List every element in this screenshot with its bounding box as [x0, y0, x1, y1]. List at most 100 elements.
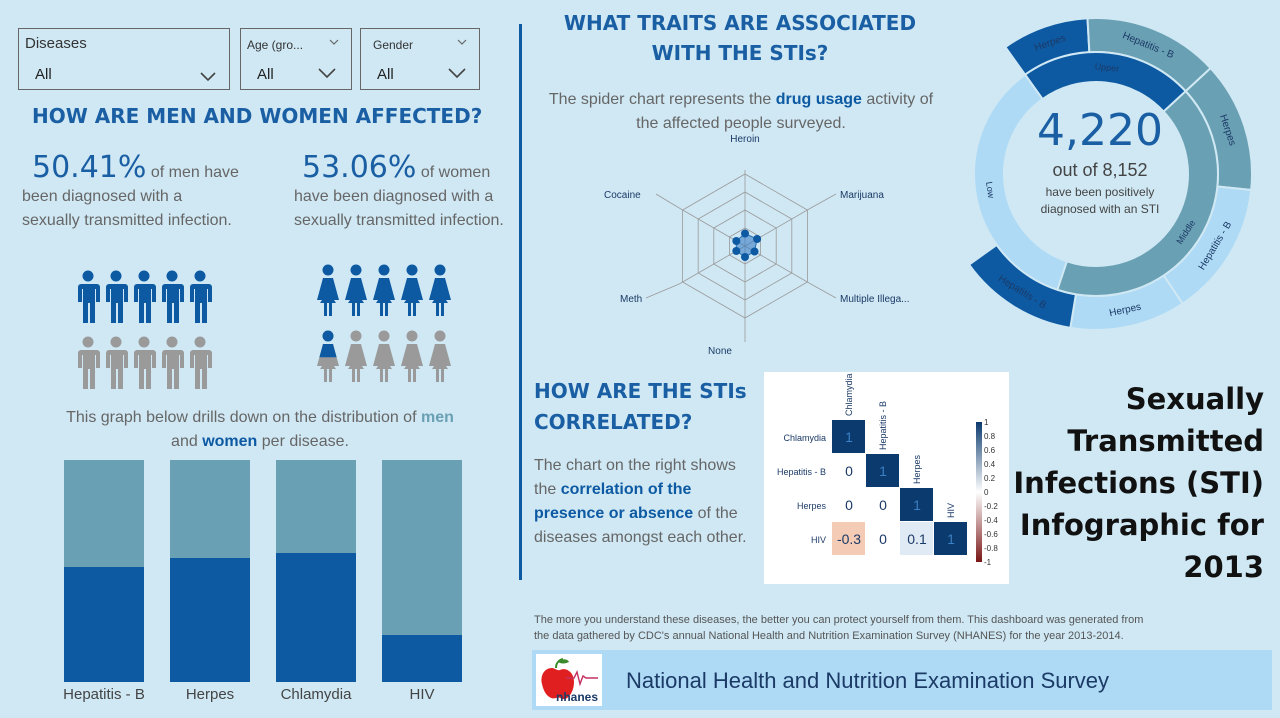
heatmap-scale-tick: 0.8 [984, 432, 996, 441]
heatmap-col-label: Chlamydia [844, 373, 854, 416]
radar-point[interactable] [732, 247, 741, 255]
women-percent: 53.06% [302, 150, 417, 185]
radar-axis-label: Meth [620, 294, 642, 305]
traits-heading-line-2: WITH THE STIs? [651, 41, 829, 65]
chevron-down-small-icon[interactable] [329, 39, 339, 46]
heatmap-cell-value: 1 [845, 429, 853, 445]
bar-chlamydia[interactable] [276, 460, 356, 682]
heatmap-scale-tick: 1 [984, 418, 989, 427]
heatmap-cell-value: 1 [947, 531, 955, 547]
man-icon [106, 336, 128, 389]
heatmap-cell[interactable] [832, 420, 865, 453]
bar-herpes[interactable] [170, 460, 250, 682]
traits-desc-3: the affected people surveyed. [636, 115, 846, 132]
bar-hiv[interactable] [382, 460, 462, 682]
heatmap-cell[interactable] [900, 488, 933, 521]
drill-down-text: This graph below drills down on the dist… [0, 406, 520, 454]
radar-axis-label: Heroin [730, 134, 759, 145]
correlation-heatmap: Chlamydia Chlamydia Hepatitis - B Hepatitis… [777, 373, 998, 567]
heatmap-cell[interactable] [866, 454, 899, 487]
heatmap-cell[interactable] [832, 454, 865, 487]
men-text-1: of men have [150, 164, 239, 181]
traits-description: The spider chart represents the drug usa… [526, 88, 956, 136]
heatmap-cell[interactable] [900, 522, 933, 555]
heatmap-cell-value: -0.3 [837, 531, 861, 547]
radar-point[interactable] [741, 253, 749, 261]
nhanes-banner[interactable]: nhanes National Health and Nutrition Exa… [532, 650, 1272, 710]
radar-leader [655, 193, 680, 209]
age-slicer-label: Age (gro... [247, 38, 304, 52]
heatmap-row-label: Hepatitis - B [777, 467, 826, 477]
man-icon [162, 270, 184, 323]
correlation-heading: HOW ARE THE STIs CORRELATED? [534, 376, 747, 438]
heatmap-cell-value: 1 [913, 497, 921, 513]
nhanes-logo: nhanes [536, 654, 602, 706]
woman-icon [401, 264, 423, 316]
woman-icon [429, 264, 451, 316]
drill-text-1: This graph below drills down on the dist… [66, 409, 417, 426]
correlation-heading-line-2: CORRELATED? [534, 410, 693, 434]
men-stat: 50.41% of men have been diagnosed with a… [22, 150, 282, 233]
man-icon [78, 270, 100, 323]
drill-men: men [420, 409, 454, 426]
radar-leader [810, 193, 837, 209]
gender-slicer[interactable]: Gender All [360, 28, 480, 90]
title-line-1: Sexually [1125, 382, 1264, 416]
heatmap-cell[interactable] [832, 488, 865, 521]
corr-desc-2: the [534, 481, 557, 498]
radar-axis-label: None [708, 346, 732, 357]
age-slicer[interactable]: Age (gro... All [240, 28, 352, 90]
radar-point[interactable] [741, 229, 749, 238]
bar-women-segment[interactable] [382, 635, 462, 682]
bar-women-segment[interactable] [64, 566, 144, 682]
correlation-heading-line-1: HOW ARE THE STIs [534, 379, 747, 403]
diseases-slicer[interactable]: Diseases All [18, 28, 230, 90]
men-percent: 50.41% [32, 150, 147, 185]
heatmap-col-label: Herpes [912, 454, 922, 484]
chevron-down-icon[interactable] [199, 71, 217, 83]
correlation-description: The chart on the right shows the correla… [534, 454, 760, 550]
radar-leader [645, 283, 680, 299]
bar-women-segment[interactable] [170, 557, 250, 682]
women-stat: 53.06% of women have been diagnosed with… [294, 150, 518, 233]
footer-line-1: The more you understand these diseases, … [534, 614, 1144, 626]
nhanes-logo-text: nhanes [556, 690, 598, 704]
man-icon [106, 270, 128, 323]
heatmap-cell[interactable] [934, 522, 967, 555]
footer-line-2: the data gathered by CDC's annual Nation… [534, 630, 1124, 642]
corr-desc-4: diseases amongst each other. [534, 529, 747, 546]
heatmap-scale-tick: 0 [984, 488, 989, 497]
bar-category-label: HIV [409, 686, 435, 703]
donut-line-2: diagnosed with an STI [1040, 202, 1160, 216]
man-icon [134, 270, 156, 323]
infographic-title: Sexually Transmitted Infections (STI) In… [1004, 378, 1264, 588]
chevron-down-icon[interactable] [317, 67, 337, 80]
chevron-down-small-icon[interactable] [457, 39, 467, 46]
corr-desc-1: The chart on the right shows [534, 457, 736, 474]
women-icon-grid [317, 264, 451, 382]
diseases-slicer-label: Diseases [25, 35, 87, 52]
drill-women: women [202, 433, 258, 450]
radar-point[interactable] [750, 247, 759, 256]
heatmap-row-label: HIV [811, 535, 826, 545]
chevron-down-icon[interactable] [447, 67, 467, 80]
diseases-slicer-value: All [35, 66, 52, 83]
donut-big-number: 4,220 [1037, 105, 1163, 156]
donut-inner-segment[interactable] [973, 73, 1069, 291]
men-women-heading: HOW ARE MEN AND WOMEN AFFECTED? [32, 104, 483, 128]
radar-point[interactable] [753, 235, 762, 243]
men-text-2: been diagnosed with a [22, 188, 183, 205]
man-icon [162, 336, 184, 389]
heatmap-cell[interactable] [866, 488, 899, 521]
gender-slicer-label: Gender [373, 38, 414, 52]
heatmap-cell[interactable] [866, 522, 899, 555]
heatmap-scale-tick: -0.8 [984, 544, 998, 553]
title-line-4: Infographic for [1019, 508, 1264, 542]
bar-women-segment[interactable] [276, 553, 356, 682]
radar-point[interactable] [732, 237, 741, 245]
women-text-3: sexually transmitted infection. [294, 212, 504, 229]
traits-desc-1: The spider chart represents the [548, 91, 772, 108]
bar-hepatitis-b[interactable] [64, 460, 144, 682]
radar-axis-label: Cocaine [604, 190, 641, 201]
heatmap-cell[interactable] [832, 522, 865, 555]
